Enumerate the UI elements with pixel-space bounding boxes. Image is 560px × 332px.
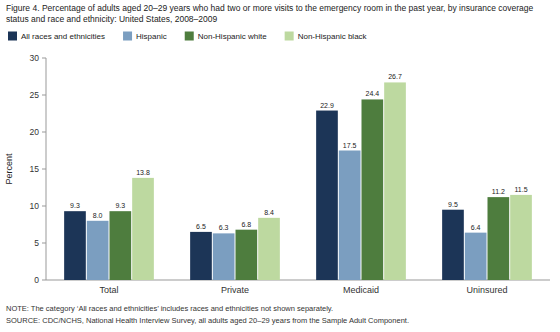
x-tick-label: Total: [99, 285, 118, 295]
legend-label: Non-Hispanic black: [298, 32, 368, 41]
data-label: 11.5: [514, 186, 527, 193]
data-label: 22.9: [320, 102, 334, 109]
annotation: SOURCE: CDC/NCHS, National Health Interv…: [6, 316, 409, 325]
bar: [64, 211, 86, 280]
data-label: 11.2: [492, 188, 505, 195]
bar: [384, 82, 406, 280]
bar: [316, 111, 338, 280]
data-label: 9.3: [70, 202, 80, 209]
bar: [339, 151, 361, 281]
bar: [442, 210, 464, 280]
bars: [64, 82, 532, 280]
y-axis-label: Percent: [4, 153, 14, 185]
chart: Figure 4. Percentage of adults aged 20–2…: [0, 0, 560, 332]
y-tick: [42, 206, 46, 207]
data-label: 17.5: [343, 142, 357, 149]
legend-swatch: [123, 32, 132, 41]
bar: [258, 218, 280, 280]
y-tick: [42, 58, 46, 59]
x-tick-label: Uninsured: [466, 285, 507, 295]
data-label: 26.7: [388, 73, 402, 80]
y-tick-label: 15: [30, 164, 40, 174]
legend-label: Hispanic: [136, 32, 167, 41]
title-line: status and race and ethnicity: United St…: [6, 14, 217, 24]
data-label: 6.8: [241, 221, 251, 228]
legend: All races and ethnicities Hispanic Non-His…: [8, 32, 368, 42]
bar: [362, 99, 384, 280]
y-tick-label: 20: [30, 127, 40, 137]
annotation: NOTE: The category ‘All races and ethnic…: [6, 304, 333, 313]
bar: [236, 230, 258, 280]
y-tick: [42, 280, 46, 281]
x-tick-label: Private: [221, 285, 249, 295]
bar: [510, 195, 532, 280]
y-tick-label: 30: [30, 53, 40, 63]
data-label: 8.4: [264, 209, 274, 216]
data-label: 8.0: [93, 212, 103, 219]
title: Figure 4. Percentage of adults aged 20–2…: [6, 3, 534, 24]
data-label: 6.5: [196, 223, 206, 230]
data-label: 6.4: [471, 224, 481, 231]
y-tick: [42, 95, 46, 96]
title-line: Figure 4. Percentage of adults aged 20–2…: [6, 3, 534, 13]
bar: [488, 197, 510, 280]
y-tick-label: 5: [34, 238, 39, 248]
legend-swatch: [8, 32, 17, 41]
bar: [213, 233, 235, 280]
bar: [132, 178, 154, 280]
y-tick: [42, 132, 46, 133]
legend-swatch: [285, 32, 294, 41]
data-labels: 9.3 8.0 9.3 13.8 6.5 6.3 6.8 8.4 22.9 17.5 24.4 26.…: [70, 73, 528, 231]
y-tick: [42, 169, 46, 170]
bar: [190, 232, 212, 280]
data-label: 24.4: [366, 90, 380, 97]
data-label: 6.3: [219, 224, 229, 231]
legend-swatch: [185, 32, 194, 41]
legend-label: All races and ethnicities: [21, 32, 105, 41]
y-tick-label: 0: [34, 275, 39, 285]
y-tick-label: 10: [30, 201, 40, 211]
bar: [465, 233, 487, 280]
y-axis: 0 5 10 15 20 25 30: [30, 53, 550, 285]
x-tick-label: Medicaid: [343, 285, 379, 295]
y-axis-line: [46, 58, 47, 280]
data-label: 9.5: [448, 201, 458, 208]
legend-label: Non-Hispanic white: [198, 32, 267, 41]
y-tick: [42, 243, 46, 244]
data-label: 9.3: [115, 202, 125, 209]
y-tick-label: 25: [30, 90, 40, 100]
bar: [110, 211, 132, 280]
bar: [87, 221, 109, 280]
data-label: 13.8: [136, 169, 150, 176]
